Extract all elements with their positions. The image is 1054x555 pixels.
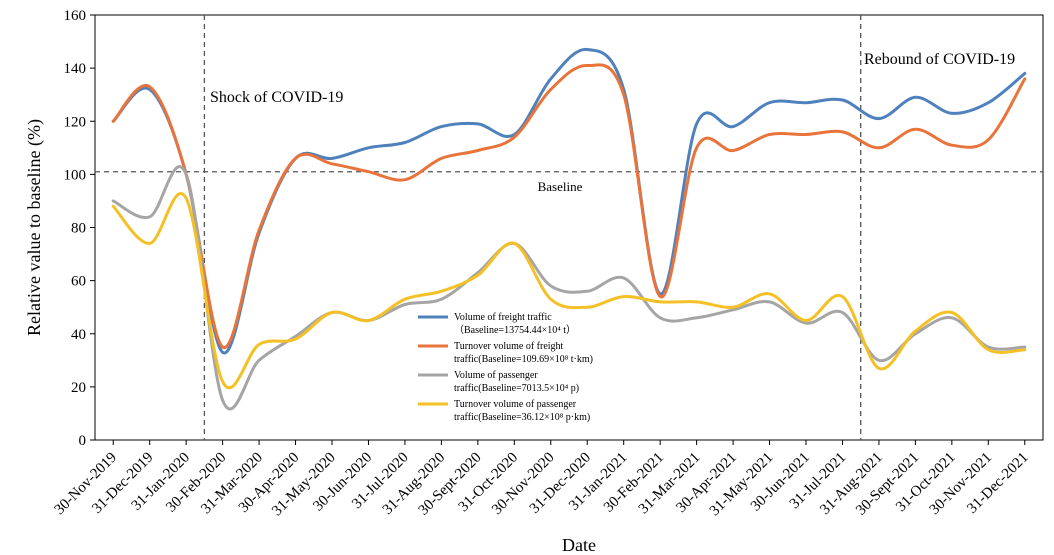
annotation-shock: Shock of COVID-19 [210,89,343,106]
annotation-baseline: Baseline [538,179,583,194]
y-tick-label: 60 [71,274,86,290]
y-tick-label: 40 [71,327,86,343]
legend-label: （Baseline=13754.44×10⁴ t） [454,324,576,336]
x-axis-title: Date [562,535,596,555]
y-tick-label: 100 [64,167,87,183]
annotation-rebound: Rebound of COVID-19 [864,51,1015,68]
legend-label: Volume of passenger [454,370,538,381]
y-tick-label: 80 [71,221,86,237]
series-line-1 [111,63,1027,349]
y-tick-label: 20 [71,380,86,396]
legend-label: Turnover volume of passenger [454,399,577,410]
legend-label: traffic(Baseline=109.69×10⁸ t·km) [454,354,593,365]
legend-label: Turnover volume of freight [454,341,564,352]
y-tick-label: 120 [64,114,87,130]
legend-label: Volume of freight traffic [454,312,552,323]
y-axis-title: Relative value to baseline (%) [24,119,45,336]
y-tick-label: 140 [64,61,87,77]
series-line-2 [111,165,1027,411]
legend-label: traffic(Baseline=7013.5×10⁴ p) [454,383,579,394]
plot-frame [94,14,1044,441]
y-tick-label: 160 [64,8,87,24]
y-tick-label: 0 [79,433,87,449]
legend-label: traffic(Baseline=36.12×10⁸ p·km) [454,412,590,423]
